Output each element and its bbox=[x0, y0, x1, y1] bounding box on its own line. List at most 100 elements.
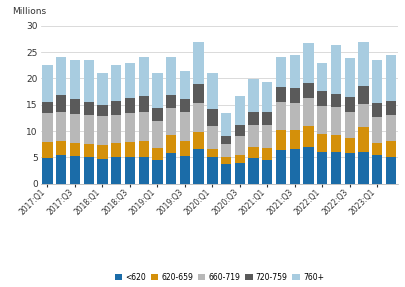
Bar bbox=[97, 116, 107, 145]
Bar bbox=[56, 155, 66, 184]
Bar bbox=[56, 112, 66, 141]
Bar bbox=[207, 126, 217, 150]
Bar bbox=[42, 158, 53, 184]
Bar bbox=[344, 97, 354, 112]
Bar bbox=[124, 98, 135, 113]
Bar bbox=[220, 157, 231, 164]
Bar bbox=[83, 144, 94, 157]
Bar bbox=[344, 112, 354, 138]
Bar bbox=[371, 155, 382, 184]
Bar bbox=[303, 126, 313, 148]
Bar bbox=[385, 55, 395, 101]
Bar bbox=[248, 112, 258, 125]
Bar bbox=[97, 159, 107, 184]
Bar bbox=[207, 157, 217, 184]
Bar bbox=[289, 55, 299, 88]
Bar bbox=[152, 121, 162, 148]
Bar bbox=[275, 57, 286, 87]
Bar bbox=[316, 63, 327, 91]
Bar bbox=[193, 42, 203, 84]
Bar bbox=[179, 71, 190, 100]
Bar bbox=[248, 148, 258, 158]
Bar bbox=[262, 112, 272, 125]
Bar bbox=[344, 138, 354, 153]
Bar bbox=[166, 108, 176, 135]
Bar bbox=[179, 112, 190, 141]
Bar bbox=[152, 108, 162, 121]
Bar bbox=[316, 152, 327, 184]
Bar bbox=[70, 114, 80, 143]
Bar bbox=[248, 79, 258, 112]
Bar bbox=[83, 102, 94, 115]
Bar bbox=[316, 134, 327, 152]
Bar bbox=[248, 158, 258, 184]
Bar bbox=[97, 105, 107, 116]
Bar bbox=[70, 60, 80, 100]
Bar bbox=[371, 60, 382, 103]
Bar bbox=[371, 117, 382, 143]
Bar bbox=[385, 101, 395, 115]
Bar bbox=[166, 135, 176, 153]
Bar bbox=[303, 83, 313, 98]
Bar bbox=[193, 84, 203, 103]
Bar bbox=[111, 157, 121, 184]
Bar bbox=[70, 143, 80, 156]
Bar bbox=[207, 73, 217, 109]
Bar bbox=[111, 115, 121, 143]
Bar bbox=[138, 141, 149, 157]
Bar bbox=[56, 95, 66, 112]
Bar bbox=[152, 73, 162, 108]
Bar bbox=[138, 96, 149, 112]
Bar bbox=[193, 150, 203, 184]
Bar bbox=[193, 132, 203, 150]
Bar bbox=[330, 152, 340, 184]
Bar bbox=[234, 96, 244, 125]
Bar bbox=[124, 141, 135, 157]
Bar bbox=[330, 107, 340, 135]
Bar bbox=[330, 45, 340, 94]
Bar bbox=[358, 104, 368, 127]
Bar bbox=[262, 148, 272, 160]
Bar bbox=[207, 150, 217, 157]
Legend: <620, 620-659, 660-719, 720-759, 760+: <620, 620-659, 660-719, 720-759, 760+ bbox=[111, 269, 326, 285]
Bar bbox=[275, 87, 286, 102]
Bar bbox=[371, 103, 382, 117]
Bar bbox=[234, 163, 244, 184]
Bar bbox=[42, 142, 53, 158]
Bar bbox=[385, 115, 395, 141]
Bar bbox=[330, 94, 340, 107]
Bar bbox=[97, 145, 107, 159]
Bar bbox=[275, 130, 286, 150]
Bar bbox=[275, 150, 286, 184]
Bar bbox=[179, 141, 190, 156]
Bar bbox=[385, 157, 395, 184]
Bar bbox=[316, 106, 327, 134]
Bar bbox=[42, 113, 53, 142]
Bar bbox=[234, 155, 244, 163]
Bar bbox=[124, 113, 135, 141]
Bar bbox=[316, 91, 327, 106]
Bar bbox=[70, 100, 80, 114]
Bar bbox=[97, 73, 107, 105]
Bar bbox=[166, 57, 176, 95]
Bar bbox=[303, 148, 313, 184]
Bar bbox=[358, 42, 368, 86]
Bar bbox=[111, 65, 121, 101]
Bar bbox=[371, 143, 382, 155]
Bar bbox=[289, 150, 299, 184]
Bar bbox=[207, 109, 217, 126]
Bar bbox=[358, 86, 368, 104]
Bar bbox=[83, 115, 94, 144]
Bar bbox=[248, 125, 258, 148]
Bar bbox=[124, 157, 135, 184]
Bar bbox=[70, 156, 80, 184]
Bar bbox=[330, 135, 340, 152]
Bar bbox=[262, 160, 272, 184]
Bar bbox=[83, 60, 94, 102]
Bar bbox=[358, 152, 368, 184]
Bar bbox=[111, 143, 121, 157]
Bar bbox=[56, 141, 66, 155]
Bar bbox=[179, 156, 190, 184]
Bar bbox=[344, 59, 354, 97]
Bar bbox=[152, 148, 162, 160]
